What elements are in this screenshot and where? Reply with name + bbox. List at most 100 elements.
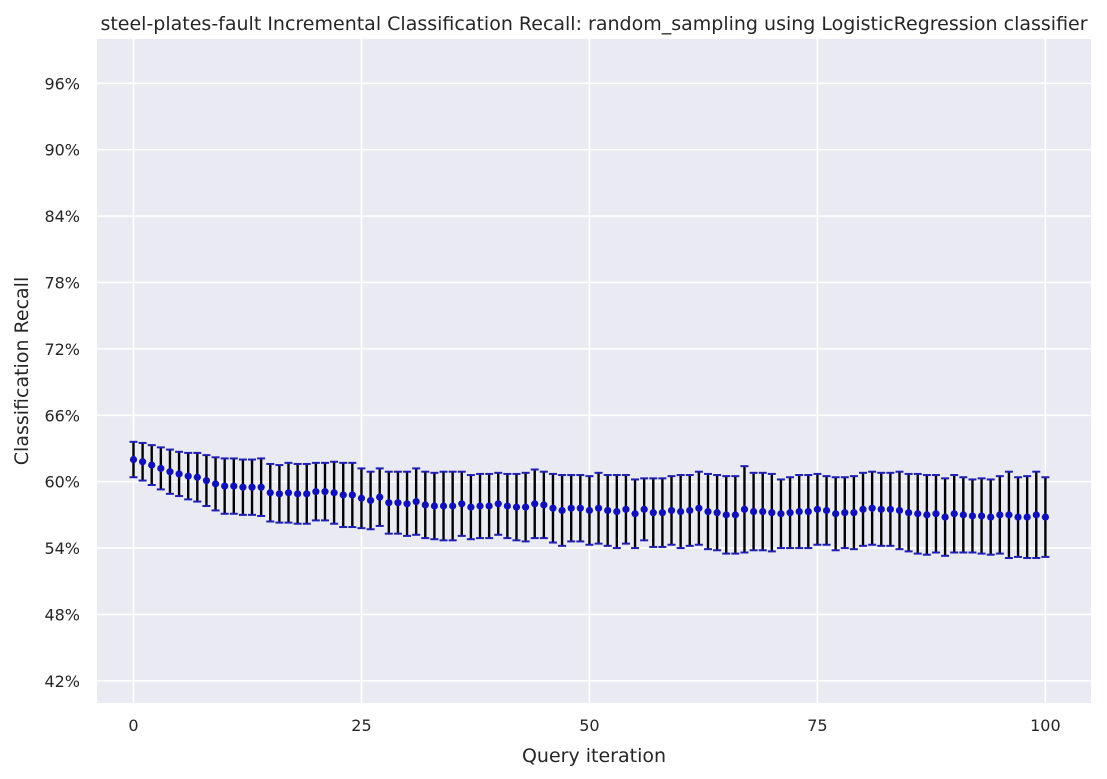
y-tick-label: 96% bbox=[44, 74, 80, 93]
data-point bbox=[941, 513, 949, 521]
data-point bbox=[786, 509, 794, 517]
data-point bbox=[257, 483, 265, 491]
data-point bbox=[959, 511, 967, 519]
data-point bbox=[804, 507, 812, 516]
data-point bbox=[585, 506, 594, 515]
plot-area bbox=[97, 39, 1091, 703]
data-point bbox=[695, 504, 703, 512]
data-point bbox=[567, 504, 575, 512]
data-point bbox=[458, 500, 466, 508]
data-point bbox=[512, 503, 521, 511]
x-tick-label: 0 bbox=[128, 716, 138, 735]
data-point bbox=[248, 483, 256, 491]
data-point bbox=[294, 490, 302, 498]
y-tick-label: 66% bbox=[44, 406, 80, 425]
data-point bbox=[485, 502, 493, 510]
y-tick-label: 54% bbox=[44, 539, 80, 558]
data-point bbox=[749, 507, 758, 516]
y-tick-label: 60% bbox=[44, 473, 80, 492]
data-point bbox=[540, 501, 548, 509]
data-point bbox=[850, 509, 858, 517]
grid-layer bbox=[97, 39, 1091, 703]
data-point bbox=[494, 500, 502, 508]
data-point bbox=[640, 505, 648, 513]
data-point bbox=[394, 499, 402, 507]
data-point bbox=[631, 510, 639, 518]
data-point bbox=[330, 489, 338, 497]
data-point bbox=[768, 509, 776, 517]
data-point bbox=[476, 502, 484, 510]
data-point bbox=[148, 461, 156, 469]
y-axis-label: Classification Recall bbox=[11, 277, 33, 465]
data-point bbox=[303, 490, 311, 498]
data-point bbox=[977, 512, 986, 520]
data-point bbox=[677, 507, 685, 516]
data-point bbox=[166, 468, 174, 476]
data-point bbox=[339, 491, 347, 499]
y-tick-label: 42% bbox=[44, 672, 80, 691]
data-point bbox=[348, 491, 356, 499]
data-point bbox=[321, 488, 329, 496]
data-point bbox=[312, 488, 320, 496]
x-axis-label: Query iteration bbox=[522, 745, 666, 767]
data-point bbox=[813, 505, 822, 513]
data-point bbox=[449, 502, 457, 510]
data-point bbox=[895, 506, 904, 515]
data-point bbox=[175, 470, 183, 478]
data-point bbox=[713, 509, 721, 517]
data-point bbox=[549, 504, 557, 512]
x-tick-label: 50 bbox=[579, 716, 599, 735]
data-point bbox=[877, 505, 885, 513]
data-point bbox=[430, 502, 439, 510]
data-point bbox=[221, 482, 229, 490]
data-point bbox=[439, 502, 448, 510]
data-point bbox=[759, 507, 767, 516]
data-point bbox=[905, 509, 913, 517]
data-point bbox=[357, 494, 366, 502]
data-point bbox=[604, 506, 612, 515]
data-point bbox=[576, 504, 584, 512]
y-tick-label: 72% bbox=[44, 340, 80, 359]
points-layer bbox=[129, 455, 1050, 521]
data-point bbox=[722, 511, 730, 519]
data-point bbox=[1005, 511, 1013, 519]
data-point bbox=[832, 510, 840, 518]
data-point bbox=[822, 506, 831, 515]
data-point bbox=[914, 510, 922, 518]
data-point bbox=[613, 507, 621, 516]
data-point bbox=[1014, 513, 1022, 521]
data-point bbox=[138, 458, 147, 466]
data-point bbox=[649, 509, 657, 517]
data-point bbox=[667, 506, 676, 515]
data-point bbox=[740, 505, 749, 513]
data-point bbox=[202, 476, 211, 485]
data-point bbox=[868, 504, 876, 512]
data-point bbox=[239, 483, 247, 491]
data-point bbox=[731, 511, 739, 519]
y-tick-label: 90% bbox=[44, 141, 80, 160]
data-point bbox=[129, 455, 138, 464]
x-tick-label: 75 bbox=[807, 716, 827, 735]
chart-title: steel-plates-fault Incremental Classific… bbox=[100, 13, 1087, 35]
data-point bbox=[467, 503, 475, 511]
data-point bbox=[932, 510, 940, 518]
data-point bbox=[686, 506, 694, 515]
data-point bbox=[795, 507, 803, 516]
y-tick-labels: 42% 48% 54% 60% 66% 72% 78% 84% 90% 96% bbox=[44, 74, 80, 691]
data-point bbox=[376, 493, 384, 501]
data-point bbox=[968, 512, 977, 520]
data-point bbox=[412, 497, 420, 506]
x-tick-label: 100 bbox=[1030, 716, 1061, 735]
data-point bbox=[658, 509, 666, 517]
data-point bbox=[275, 490, 283, 498]
x-tick-label: 25 bbox=[351, 716, 371, 735]
y-tick-label: 78% bbox=[44, 273, 80, 292]
data-point bbox=[841, 509, 849, 517]
data-point bbox=[503, 502, 511, 510]
y-tick-label: 84% bbox=[44, 207, 80, 226]
data-point bbox=[704, 507, 712, 516]
data-point bbox=[531, 500, 539, 508]
data-point bbox=[886, 505, 894, 513]
data-point bbox=[403, 500, 411, 508]
